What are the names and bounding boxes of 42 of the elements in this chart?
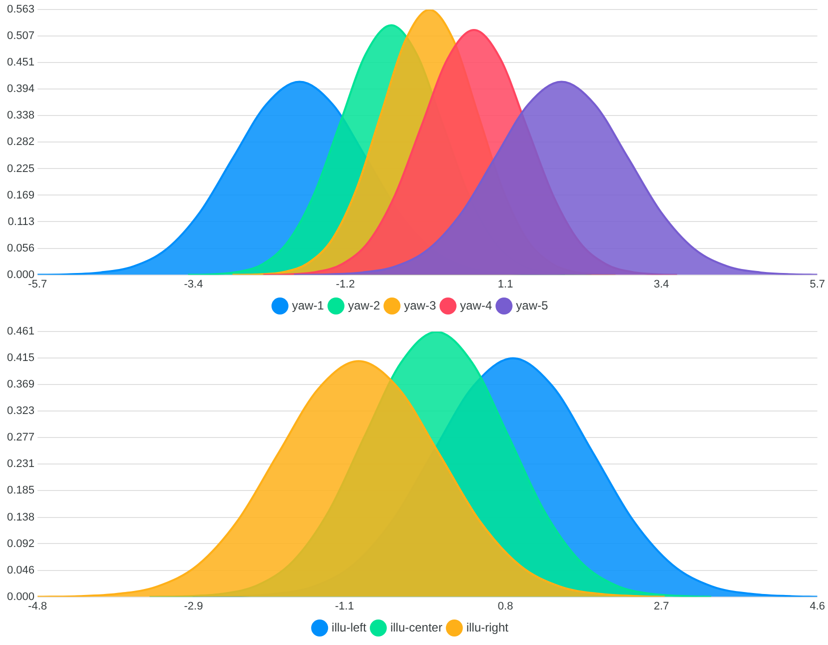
legend-label: illu-left xyxy=(332,620,367,634)
x-tick-label: -5.7 xyxy=(28,278,48,290)
x-tick-label: -4.8 xyxy=(28,600,48,612)
y-tick-label: 0.169 xyxy=(6,189,35,202)
legend-label: yaw-5 xyxy=(516,298,548,312)
y-tick-label: 0.461 xyxy=(6,326,35,338)
legend-label: yaw-3 xyxy=(404,298,436,312)
legend-label: illu-center xyxy=(390,620,442,634)
y-tick-label: 0.113 xyxy=(8,216,35,228)
x-tick-label: -2.9 xyxy=(184,600,203,612)
y-tick-label: 0.092 xyxy=(6,538,35,550)
x-tick-label: 0.8 xyxy=(498,600,514,612)
y-tick-label: 0.185 xyxy=(6,484,35,497)
y-tick-label: 0.277 xyxy=(6,432,35,444)
x-tick-label: 2.7 xyxy=(654,600,670,612)
y-tick-label: 0.415 xyxy=(6,352,35,364)
y-tick-label: 0.507 xyxy=(6,30,35,42)
y-tick-label: 0.369 xyxy=(6,378,35,391)
y-tick-label: 0.282 xyxy=(6,136,35,148)
y-tick-label: 0.046 xyxy=(6,564,35,576)
x-tick-label: -1.2 xyxy=(336,278,355,290)
y-tick-label: 0.563 xyxy=(6,4,35,16)
x-tick-label: -1.1 xyxy=(334,600,354,612)
legend-label: yaw-4 xyxy=(460,298,492,312)
legend-label: illu-right xyxy=(466,620,510,634)
y-tick-label: 0.323 xyxy=(6,405,35,418)
y-tick-label: 0.394 xyxy=(6,83,35,96)
x-tick-label: 3.4 xyxy=(654,278,670,290)
y-tick-label: 0.056 xyxy=(6,242,35,254)
x-tick-label: 4.6 xyxy=(810,600,826,612)
y-tick-label: 0.451 xyxy=(6,56,35,69)
x-tick-label: 5.7 xyxy=(810,278,826,290)
x-tick-label: -3.4 xyxy=(184,278,203,290)
legend-label: yaw-2 xyxy=(348,298,380,312)
y-tick-label: 0.338 xyxy=(6,110,35,122)
y-tick-label: 0.138 xyxy=(6,511,35,524)
legend-label: yaw-1 xyxy=(292,298,324,312)
y-tick-label: 0.000 xyxy=(6,590,35,603)
y-tick-label: 0.231 xyxy=(6,458,35,470)
x-tick-label: 1.1 xyxy=(498,278,514,290)
y-tick-label: 0.000 xyxy=(6,268,35,281)
y-tick-label: 0.225 xyxy=(6,162,35,175)
